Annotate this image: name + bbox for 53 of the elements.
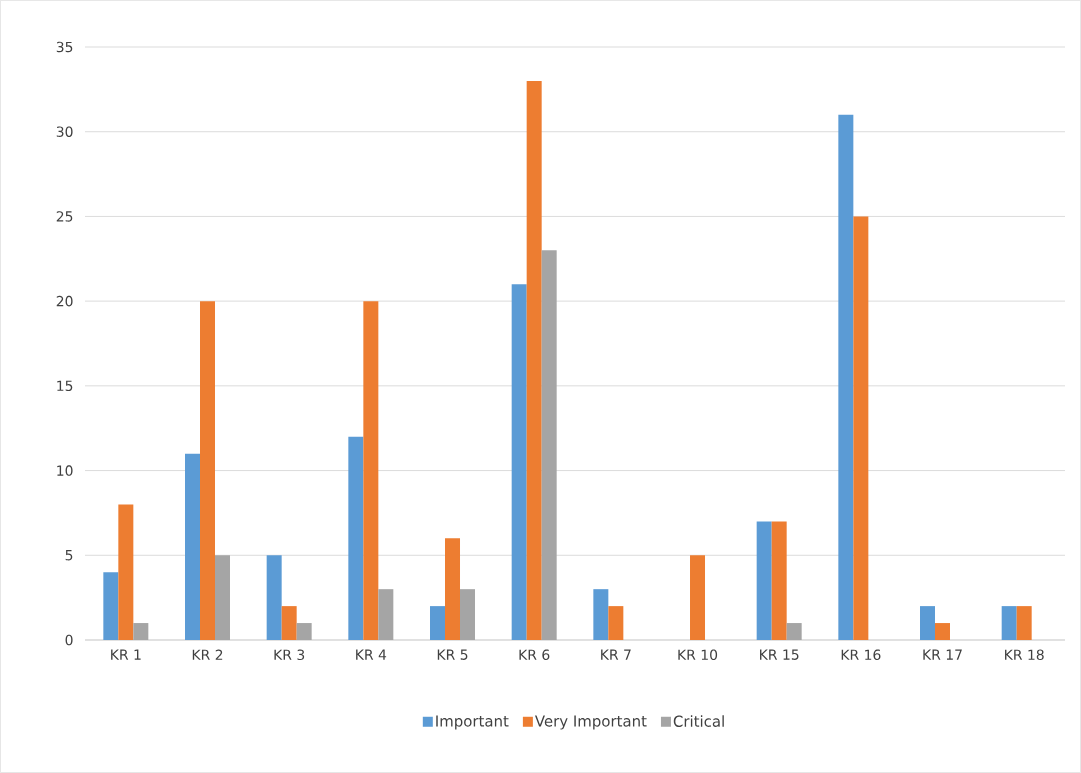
bar — [215, 555, 230, 640]
bar — [281, 606, 297, 640]
bar — [756, 521, 772, 640]
y-tick-label: 35 — [56, 41, 73, 53]
bar — [771, 521, 787, 640]
bar — [853, 216, 869, 640]
bar — [935, 623, 951, 640]
bar — [133, 623, 149, 640]
y-tick-label: 10 — [57, 465, 73, 476]
x-tick-label: KR 17 — [923, 649, 962, 660]
bar — [1016, 606, 1032, 640]
bar — [200, 301, 215, 640]
y-tick-label: 20 — [56, 295, 73, 307]
x-tick-label: KR 10 — [678, 649, 718, 661]
y-tick-label: 25 — [56, 211, 73, 222]
bar — [593, 589, 609, 640]
bar — [445, 538, 460, 640]
bar — [608, 606, 624, 640]
x-tick-label: KR 16 — [841, 649, 881, 661]
x-tick-label: KR 4 — [356, 649, 387, 660]
bar — [185, 453, 200, 640]
x-tick-label: KR 7 — [601, 649, 631, 660]
y-tick-label: 15 — [57, 380, 73, 392]
bar — [690, 555, 706, 640]
y-tick-label: 0 — [65, 634, 73, 646]
x-tick-label: KR 3 — [274, 649, 305, 661]
legend-label: Very Important — [534, 715, 647, 730]
bar — [526, 80, 542, 640]
bar — [430, 606, 445, 640]
y-tick-label: 5 — [65, 550, 73, 561]
bar — [541, 250, 557, 640]
bar — [460, 589, 475, 640]
x-tick-label: KR 6 — [519, 649, 550, 661]
bar — [920, 606, 936, 640]
bar — [266, 555, 282, 640]
legend-label: Critical — [673, 715, 724, 727]
bar — [378, 589, 394, 640]
x-tick-label: KR 15 — [760, 649, 799, 660]
bar — [1001, 606, 1017, 640]
bar — [838, 114, 854, 640]
bar — [118, 504, 134, 640]
y-tick-label: 30 — [56, 126, 73, 137]
bar — [511, 284, 527, 640]
bar — [363, 301, 379, 640]
bar — [296, 623, 312, 640]
x-tick-label: KR 5 — [437, 649, 468, 660]
bar — [348, 436, 364, 640]
x-tick-label: KR 1 — [111, 649, 141, 660]
legend-label: Important — [436, 715, 509, 730]
bar — [786, 623, 802, 640]
x-tick-label: KR 2 — [192, 649, 223, 660]
x-tick-label: KR 18 — [1005, 649, 1044, 661]
bar — [103, 572, 119, 640]
